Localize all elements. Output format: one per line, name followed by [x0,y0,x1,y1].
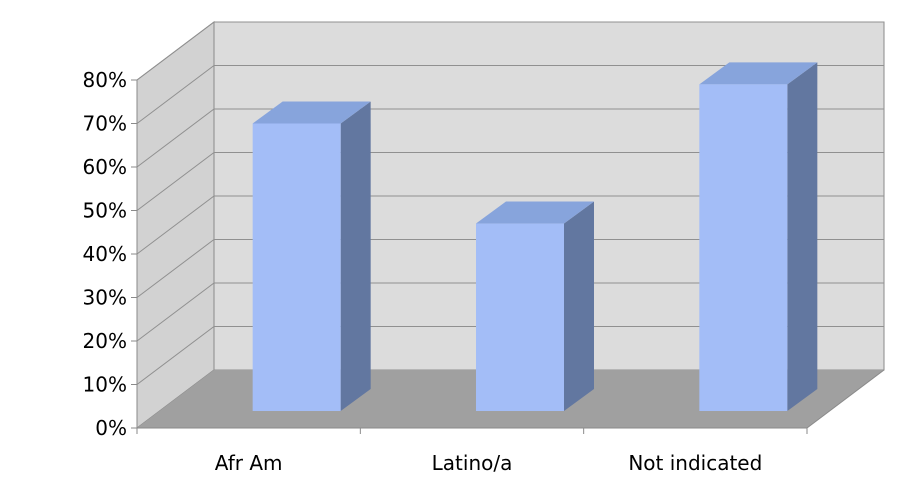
axes [131,79,885,434]
x-category-label: Afr Am [215,451,283,475]
x-category-label: Latino/a [432,451,513,475]
bar-top [252,101,371,124]
gridline [136,152,884,211]
gridline [136,21,884,81]
bar [252,101,371,411]
y-tick-label: 80% [83,68,127,92]
gridlines [136,21,884,429]
y-tick-label: 10% [83,373,127,397]
bars [252,62,818,411]
y-tick-label: 50% [83,199,127,223]
y-tick-label: 60% [83,155,127,179]
gridline [136,239,884,298]
x-axis-category-labels: Afr Am Latino/a Not indicated [215,451,763,475]
y-tick-label: 40% [83,242,127,266]
bar-side [340,101,371,411]
bar-side [564,201,594,411]
bar-top [699,62,818,85]
y-tick-label: 70% [83,112,127,136]
bar-side [787,62,818,411]
gridline [136,65,884,124]
y-tick-label: 20% [83,329,127,353]
y-tick-label: 0% [95,416,127,440]
bar-front [476,223,564,411]
bar [699,62,818,411]
y-axis-tick-labels: 0% 10% 20% 30% 40% 50% 60% 70% 80% [83,68,127,440]
gridline [136,326,884,385]
x-category-label: Not indicated [628,451,762,475]
bar-top [476,201,594,224]
bar [476,201,594,411]
bar-front [252,123,341,411]
gridline [136,282,884,342]
gridline [136,108,884,168]
gridline [136,195,884,255]
y-tick-label: 30% [83,286,127,310]
bar-front [699,84,788,411]
floor-right-edge [806,369,885,429]
